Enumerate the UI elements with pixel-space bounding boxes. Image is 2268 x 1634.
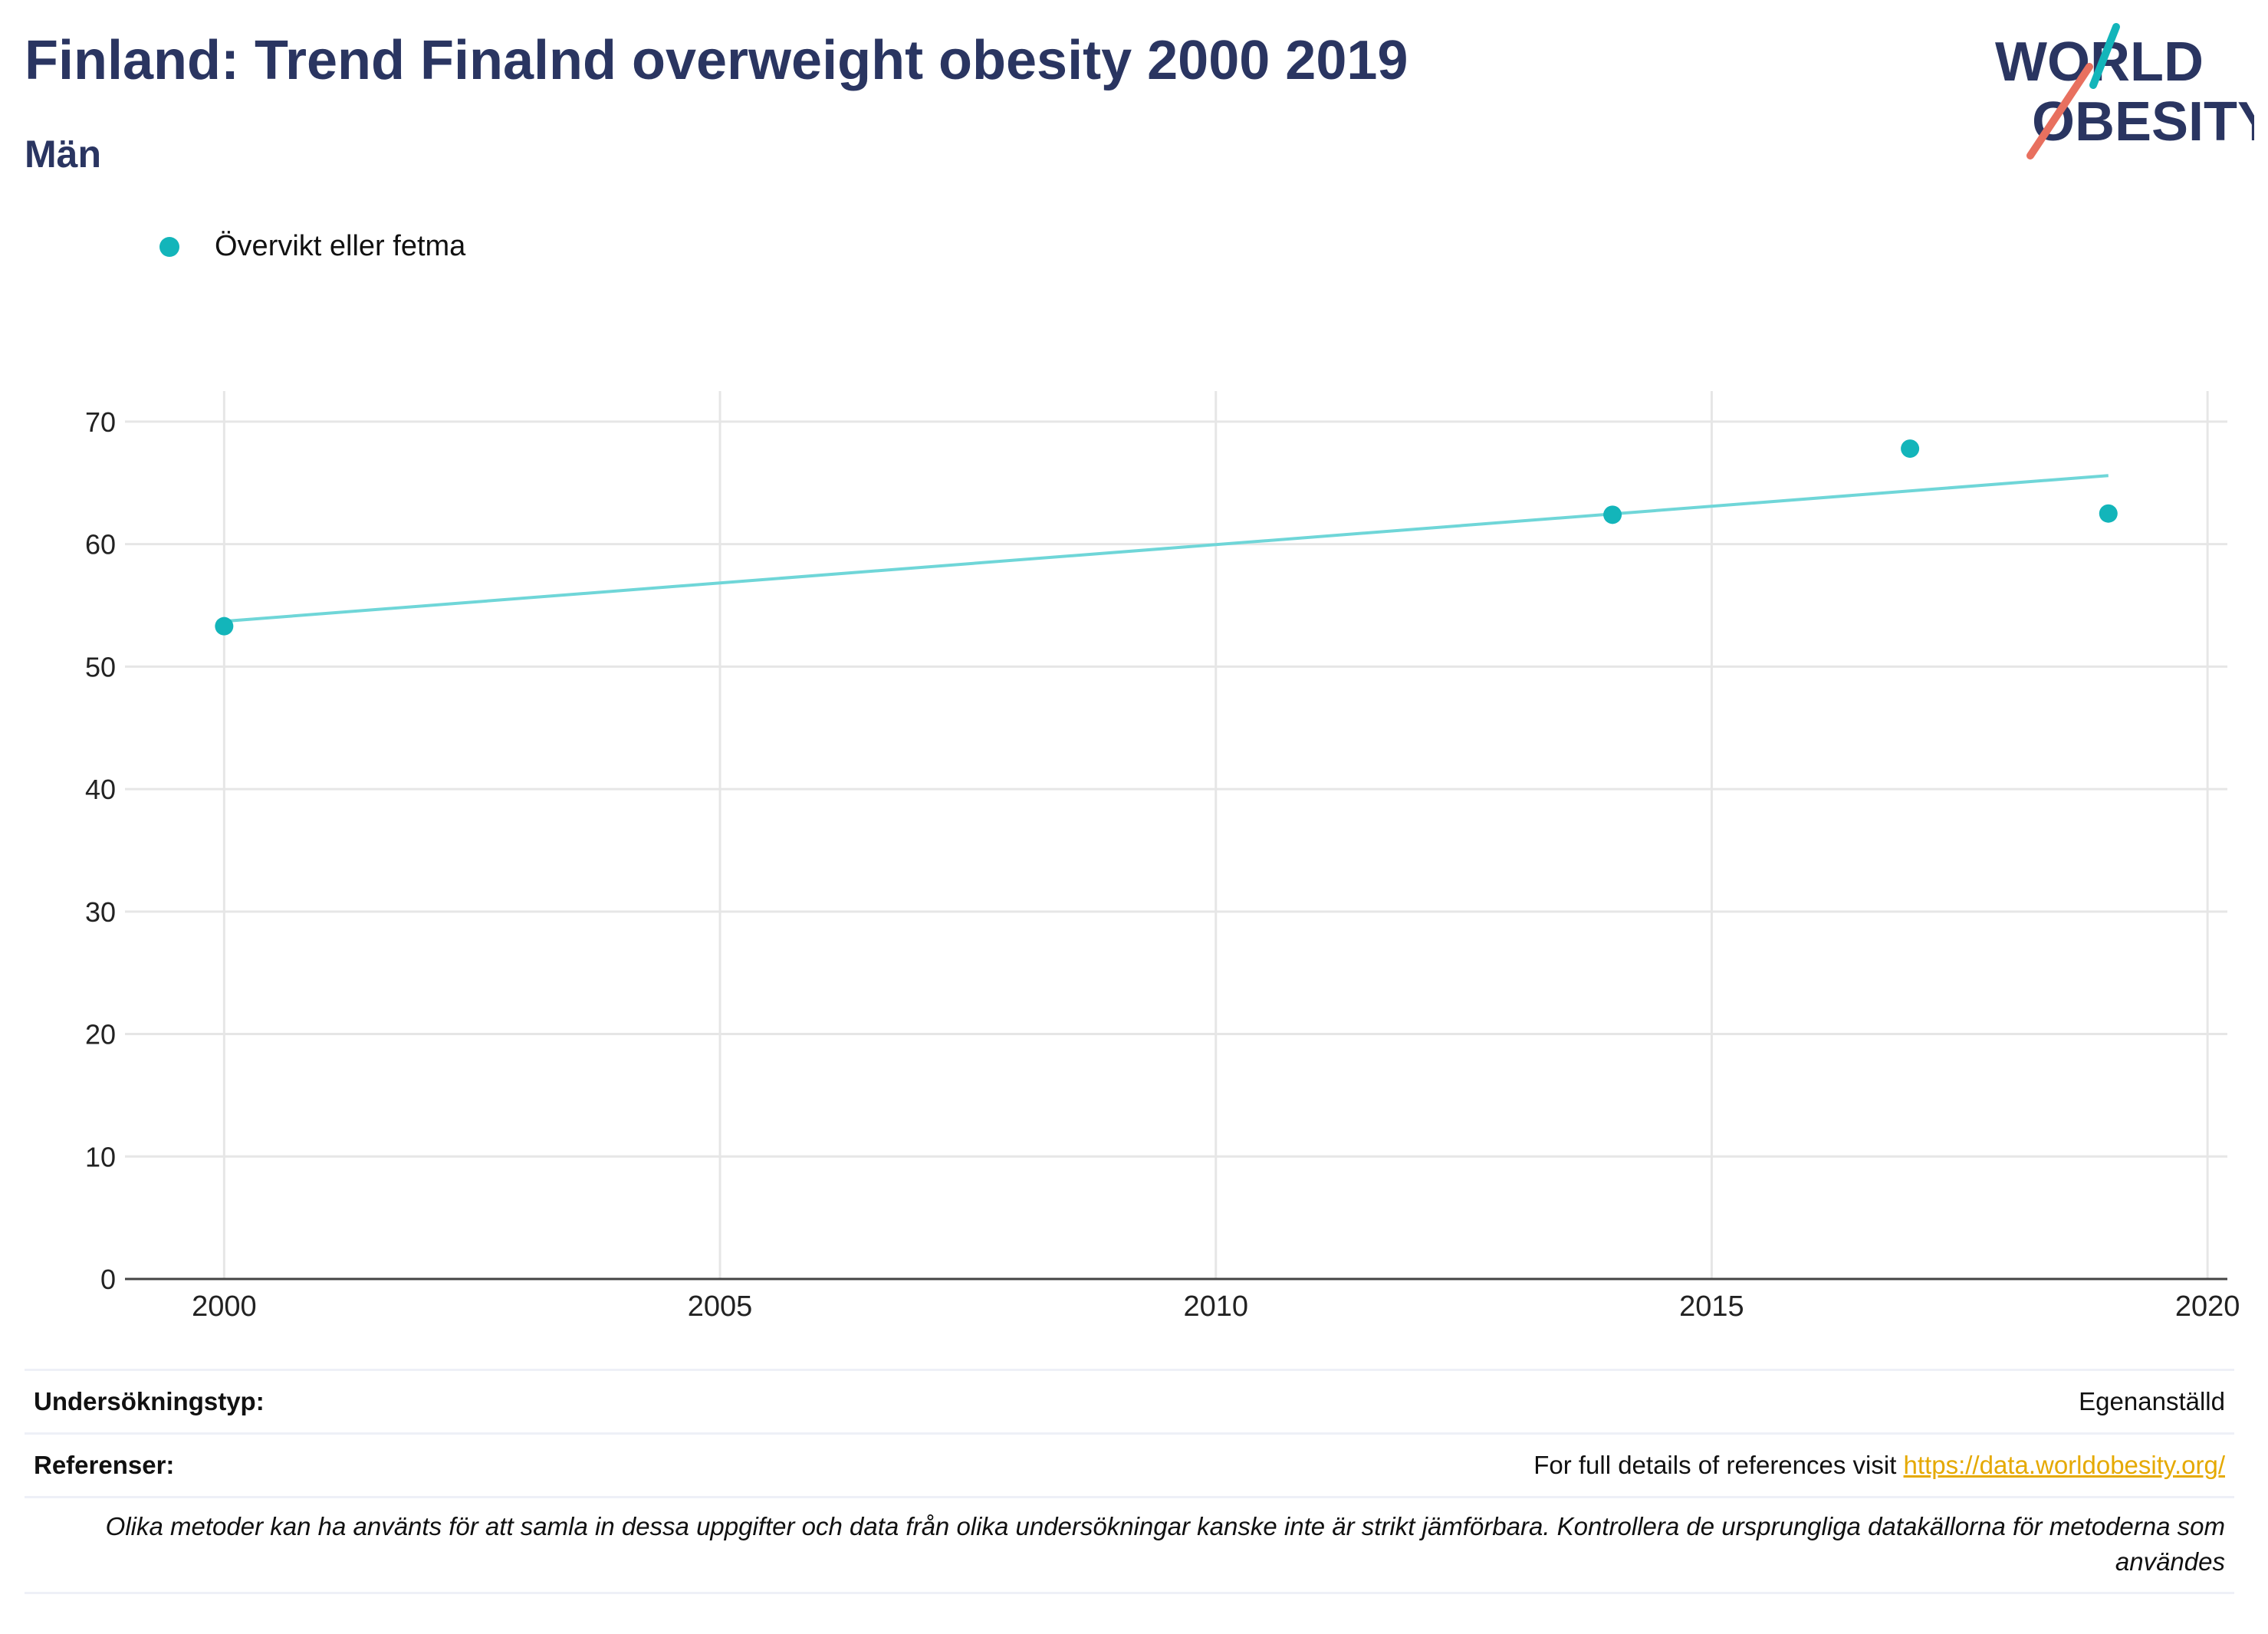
scatter-chart: 0 10 20 30 40 50 60 70 2000 2005 2010 2015 2020 [85,391,2240,1323]
legend-label: Övervikt eller fetma [215,230,466,262]
references-row: Referenser: For full details of referenc… [25,1435,2234,1496]
data-point [215,616,234,636]
y-tick-label: 40 [85,774,116,805]
y-tick-label: 30 [85,896,116,928]
y-tick-label: 70 [85,406,116,438]
x-tick-label: 2010 [1183,1290,1248,1323]
chart-subtitle: Män [25,133,101,176]
y-tick-label: 60 [85,529,116,561]
references-link[interactable]: https://data.worldobesity.org/ [1903,1451,2225,1479]
data-point [1901,439,1920,459]
survey-type-label: Undersökningstyp: [34,1387,265,1415]
data-point [2099,504,2118,523]
data-point [1603,505,1622,524]
survey-type-row: Undersökningstyp: Egenanställd [25,1371,2234,1432]
trend-line [224,474,2109,623]
x-tick-label: 2020 [2175,1290,2240,1323]
references-label: Referenser: [34,1451,175,1479]
legend[interactable]: Övervikt eller fetma [159,230,465,263]
y-tick-label: 50 [85,651,116,682]
references-text: For full details of references visit [1533,1451,1904,1479]
survey-type-value: Egenanställd [2079,1387,2225,1415]
legend-marker [159,236,179,257]
y-tick-label: 10 [85,1141,116,1172]
y-tick-label: 0 [100,1264,116,1295]
x-tick-label: 2000 [192,1290,257,1323]
x-tick-label: 2015 [1679,1290,1744,1323]
references-value: For full details of references visit htt… [1533,1451,2225,1480]
footer-table: Undersökningstyp: Egenanställd Referense… [25,1369,2234,1594]
x-tick-label: 2005 [688,1290,753,1323]
chart-title: Finland: Trend Finalnd overweight obesit… [25,30,1408,91]
y-tick-label: 20 [85,1019,116,1050]
logo-coral-slash [2026,63,2093,159]
world-obesity-logo: WORLD OBESITY [1995,23,2254,159]
methodology-note: Olika metoder kan ha använts för att sam… [105,1512,2225,1576]
logo-teal-slash [2089,23,2120,89]
